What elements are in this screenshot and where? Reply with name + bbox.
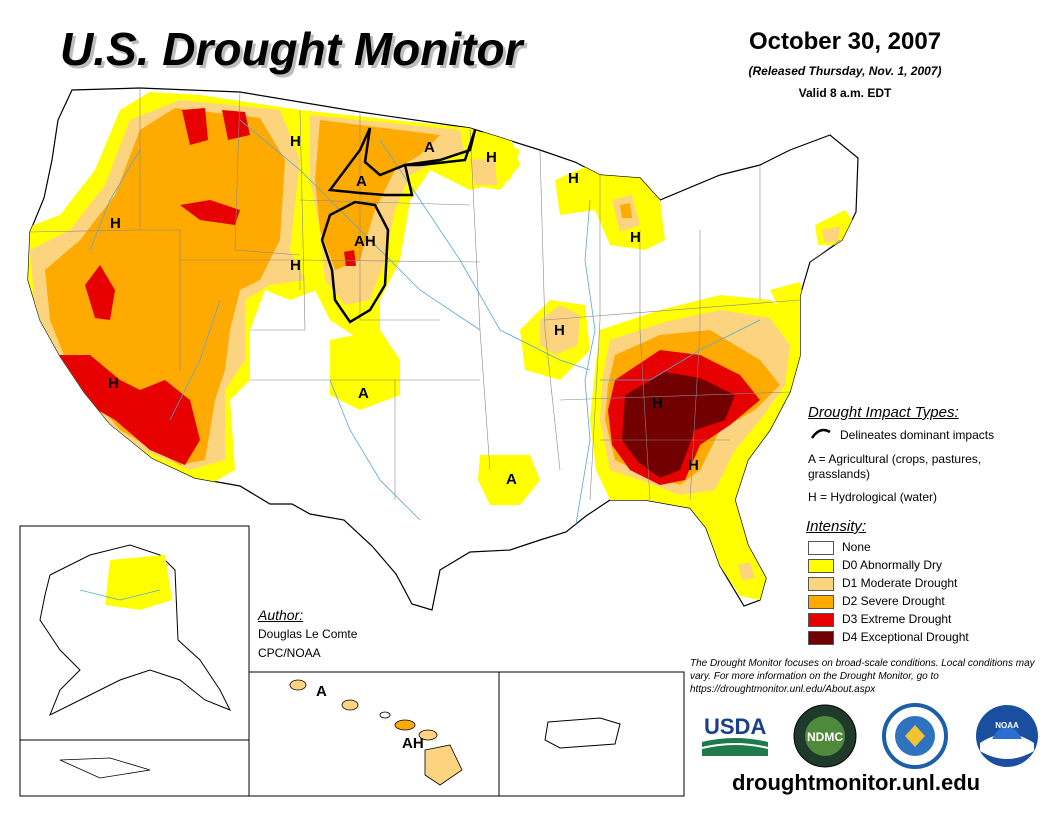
label-h: H	[688, 457, 699, 474]
d1-northeast	[822, 226, 840, 242]
impact-types-heading: Drought Impact Types:	[808, 404, 959, 421]
d1-illinois	[540, 305, 580, 355]
delineation-line-icon	[810, 428, 831, 439]
alaska-map	[39, 544, 232, 779]
author-heading: Author:	[258, 607, 304, 623]
legend-label: D2 Severe Drought	[842, 594, 945, 608]
disclaimer-note: The Drought Monitor focuses on broad-sca…	[690, 658, 1035, 695]
author-org: CPC/NOAA	[258, 646, 321, 660]
d3-montana-b	[222, 110, 250, 140]
d1-north-mn	[470, 158, 497, 185]
outline-ah-plains	[320, 200, 390, 324]
label-ah: AH	[402, 735, 424, 752]
legend-row: D1 Moderate Drought	[808, 576, 969, 594]
agricultural-label: A = Agricultural (crops, pastures,	[808, 452, 982, 466]
svg-text:USDA: USDA	[704, 714, 766, 739]
legend-row: D0 Abnormally Dry	[808, 558, 969, 576]
svg-text:NOAA: NOAA	[995, 721, 1019, 730]
d3-nebraska	[344, 250, 356, 266]
label-h: H	[652, 395, 663, 412]
label-h: H	[110, 215, 121, 232]
noaa-logo: NOAA	[974, 703, 1040, 769]
label-h: H	[630, 229, 641, 246]
d4-southeast	[622, 372, 735, 478]
label-a: A	[358, 385, 369, 402]
d1-florida	[738, 562, 755, 580]
impact-outlines	[320, 127, 477, 324]
legend-label: None	[842, 540, 871, 554]
d0-midatlantic	[770, 282, 808, 330]
legend-row: D3 Extreme Drought	[808, 612, 969, 630]
usda-logo: USDA	[700, 710, 770, 760]
agricultural-label-cont: grasslands)	[808, 467, 871, 481]
d3-idaho	[180, 200, 240, 225]
swatch-d0	[808, 558, 834, 573]
label-h: H	[554, 322, 565, 339]
ndmc-logo: NDMC	[792, 703, 858, 769]
legend-row: None	[808, 540, 969, 558]
intensity-legend: None D0 Abnormally Dry D1 Moderate Droug…	[808, 540, 969, 648]
drought-areas	[28, 92, 856, 600]
valid-time: Valid 8 a.m. EDT	[798, 86, 892, 100]
delineates-label: Delineates dominant impacts	[840, 428, 995, 442]
d0-newmexico	[330, 330, 400, 410]
outline-a-minnesota	[404, 129, 477, 167]
legend-label: D4 Exceptional Drought	[842, 630, 969, 644]
legend-label: D0 Abnormally Dry	[842, 558, 943, 572]
d3-montana-a	[182, 108, 208, 145]
d0-michigan	[555, 165, 665, 250]
swatch-d1	[808, 576, 834, 591]
d3-nevada	[85, 265, 115, 320]
d2-michigan	[620, 203, 632, 218]
svg-text:NDMC: NDMC	[807, 730, 843, 744]
label-a: A	[356, 173, 367, 190]
author-name: Douglas Le Comte	[258, 627, 358, 641]
label-a: A	[424, 139, 435, 156]
impact-labels: H H H H H H H H H H A A A A AH A AH	[108, 133, 699, 752]
swatch-d4	[808, 630, 834, 645]
label-h: H	[486, 149, 497, 166]
legend-row: D4 Exceptional Drought	[808, 630, 969, 648]
legend-row: D2 Severe Drought	[808, 594, 969, 612]
intensity-heading: Intensity:	[806, 518, 867, 535]
label-ah: AH	[354, 233, 376, 250]
rivers	[89, 119, 761, 531]
puerto-rico-map	[544, 717, 621, 749]
hawaii-inset	[248, 671, 500, 797]
commerce-seal-logo	[882, 703, 948, 769]
swatch-none	[808, 540, 834, 555]
label-a: A	[506, 471, 517, 488]
release-note: (Released Thursday, Nov. 1, 2007)	[748, 64, 942, 78]
hawaii-map	[289, 679, 463, 786]
map-title: U.S. Drought Monitor	[60, 23, 523, 75]
swatch-d2	[808, 594, 834, 609]
label-h: H	[290, 133, 301, 150]
map-date: October 30, 2007	[748, 28, 942, 55]
website-url[interactable]: droughtmonitor.unl.edu	[732, 770, 981, 795]
hydrological-label: H = Hydrological (water)	[808, 490, 938, 504]
legend-label: D3 Extreme Drought	[842, 612, 952, 626]
label-h: H	[108, 375, 119, 392]
label-h: H	[568, 170, 579, 187]
legend-label: D1 Moderate Drought	[842, 576, 958, 590]
label-h: H	[290, 257, 301, 274]
d3-california	[55, 355, 200, 465]
label-a: A	[316, 683, 327, 700]
outline-a-dakota	[327, 127, 414, 197]
d0-arkansas	[478, 455, 540, 505]
swatch-d3	[808, 612, 834, 627]
